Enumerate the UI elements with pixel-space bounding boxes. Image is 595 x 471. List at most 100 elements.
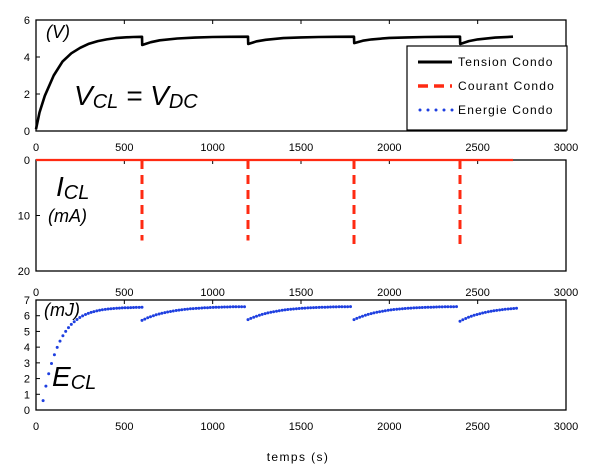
series-point-energie — [498, 308, 502, 312]
series-point-energie — [415, 306, 419, 310]
series-point-energie — [386, 308, 390, 312]
series-line-tension — [34, 35, 514, 130]
series-point-energie — [358, 315, 362, 319]
series-point-energie — [329, 305, 332, 309]
series-point-energie — [58, 339, 62, 343]
series-point-energie — [366, 312, 370, 316]
series-point-energie — [260, 312, 264, 316]
y-tick-label: 4 — [24, 342, 30, 354]
series-point-energie — [429, 305, 433, 309]
series-point-energie — [423, 305, 427, 309]
x-tick-label: 1000 — [200, 287, 224, 299]
series-point-energie — [280, 308, 284, 312]
series-point-energie — [512, 307, 516, 310]
series-point-energie — [106, 307, 110, 311]
y-tick-label: 2 — [24, 89, 30, 101]
legend-swatch-dot — [426, 108, 430, 112]
series-point-energie — [400, 307, 404, 311]
y-tick-label: 6 — [24, 15, 30, 27]
series-point-energie — [449, 305, 453, 309]
series-point-energie — [381, 309, 384, 313]
series-point-energie — [314, 306, 318, 309]
x-tick-label: 2000 — [377, 421, 401, 433]
series-point-energie — [389, 308, 393, 312]
series-point-energie — [78, 316, 82, 319]
series-point-energie — [378, 310, 382, 314]
series-point-energie — [349, 305, 352, 309]
annotation-sub: CL — [71, 372, 97, 394]
series-point-energie — [443, 305, 447, 309]
legend-swatch-dot — [434, 108, 438, 112]
y-tick-label: 6 — [24, 311, 30, 323]
series-point-energie — [109, 307, 113, 311]
series-point-energie — [395, 307, 399, 311]
series-point-energie — [269, 310, 273, 314]
legend: Tension Condo Courant Condo Energie Condo — [406, 45, 568, 131]
series-point-energie — [472, 313, 476, 317]
series-point-energie — [495, 308, 499, 312]
series-point-energie — [223, 305, 226, 309]
annotation-main: E — [52, 361, 71, 392]
x-tick-label: 500 — [115, 421, 133, 433]
series-point-energie — [211, 305, 215, 309]
series-point-energie — [180, 308, 184, 312]
series-point-energie — [163, 311, 167, 315]
unit-label: (mA) — [48, 206, 87, 226]
series-point-energie — [206, 306, 209, 310]
x-tick-label: 2000 — [377, 142, 401, 154]
legend-box — [406, 45, 568, 131]
series-point-energie — [44, 384, 48, 388]
series-point-energie — [392, 308, 396, 311]
series-point-energie — [440, 305, 444, 309]
series-point-energie — [340, 305, 344, 309]
unit-label: (V) — [46, 22, 70, 42]
series-point-energie — [403, 307, 407, 310]
series-point-energie — [475, 313, 479, 316]
series-point-energie — [435, 305, 438, 309]
series-point-energie — [174, 309, 178, 312]
series-point-energie — [203, 306, 207, 310]
series-point-energie — [464, 317, 468, 320]
y-tick-label: 7 — [24, 295, 30, 307]
series-point-energie — [509, 307, 513, 311]
series-point-energie — [191, 307, 195, 311]
series-point-energie — [297, 307, 301, 310]
series-point-energie — [134, 305, 138, 309]
y-tick-label: 10 — [18, 211, 30, 223]
x-tick-label: 500 — [115, 142, 133, 154]
series-point-energie — [343, 305, 347, 309]
x-tick-label: 1500 — [289, 421, 313, 433]
series-point-energie — [455, 305, 458, 309]
series-point-energie — [317, 305, 321, 309]
series-point-energie — [61, 334, 65, 338]
series-point-energie — [452, 305, 456, 309]
y-tick-label: 3 — [24, 358, 30, 370]
series-point-energie — [100, 308, 104, 312]
series-point-energie — [208, 306, 212, 309]
series-point-energie — [47, 372, 51, 376]
series-point-energie — [95, 309, 99, 313]
annotation-main: I — [56, 171, 64, 202]
series-point-energie — [306, 306, 310, 310]
series-point-energie — [115, 306, 119, 310]
series-point-energie — [294, 307, 298, 311]
panel-annotation: ECL — [52, 361, 96, 394]
series-point-energie — [129, 306, 133, 310]
plot-frame — [35, 159, 567, 272]
x-tick-label: 1000 — [200, 421, 224, 433]
series-point-energie — [234, 305, 238, 309]
series-point-energie — [331, 305, 335, 309]
series-point-energie — [194, 306, 198, 310]
legend-swatch-dot — [450, 108, 454, 112]
series-point-energie — [363, 313, 367, 317]
series-point-energie — [231, 305, 235, 309]
series-point-energie — [500, 308, 504, 312]
series-point-energie — [120, 306, 124, 310]
series-point-energie — [263, 312, 267, 316]
series-point-energie — [140, 305, 144, 309]
series-point-energie — [214, 305, 218, 309]
y-tick-label: 1 — [24, 389, 30, 401]
